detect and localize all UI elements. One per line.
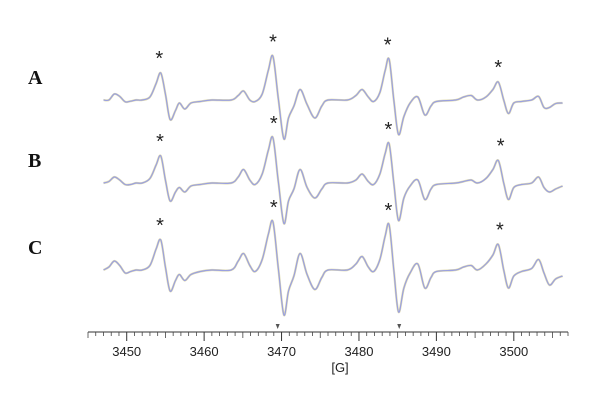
- tick-label-3470: 3470: [267, 344, 296, 359]
- peak-marker-a-2: *: [269, 32, 277, 54]
- peak-marker-c-4: *: [496, 220, 504, 242]
- tick-label-3450: 3450: [112, 344, 141, 359]
- peak-marker-c-1: *: [156, 215, 164, 237]
- x-axis-title: [G]: [331, 360, 348, 375]
- panel-label-c: C: [28, 237, 42, 259]
- axis-marker-1: [275, 324, 280, 329]
- spectrum-trace-shadow-c: [102, 219, 564, 317]
- spectrum-trace-shadow-b: [103, 135, 564, 225]
- peak-marker-a-1: *: [155, 48, 163, 70]
- tick-labels: 3450 3460 3470 3480 3490 3500: [112, 344, 528, 359]
- x-axis: 3450 3460 3470 3480 3490 3500 [G]: [87, 324, 569, 375]
- tick-label-3500: 3500: [499, 344, 528, 359]
- tick-label-3460: 3460: [190, 344, 219, 359]
- spectrum-panel-c: C * * * *: [28, 197, 564, 317]
- peak-marker-b-3: *: [384, 119, 392, 141]
- spectrum-panel-a: A * * * *: [28, 32, 563, 141]
- peak-marker-b-1: *: [156, 131, 164, 153]
- peak-marker-a-4: *: [494, 57, 502, 79]
- peak-marker-c-2: *: [270, 197, 278, 219]
- spectrum-trace-a: [103, 54, 563, 140]
- spectrum-panel-b: B * * * *: [28, 113, 564, 225]
- peak-marker-b-4: *: [497, 136, 505, 158]
- axis-markers: [275, 324, 402, 329]
- peak-marker-c-3: *: [384, 200, 392, 222]
- minor-ticks: [87, 332, 569, 338]
- spectrum-trace-c: [103, 219, 563, 316]
- spectra-layer: A * * * * B * * * * C * * * *: [28, 32, 564, 317]
- axis-marker-2: [397, 324, 402, 329]
- peak-marker-a-3: *: [384, 35, 392, 57]
- panel-label-b: B: [28, 150, 41, 172]
- major-ticks: [126, 332, 515, 341]
- tick-label-3490: 3490: [422, 344, 451, 359]
- tick-label-3480: 3480: [345, 344, 374, 359]
- panel-label-a: A: [28, 67, 43, 89]
- peak-marker-b-2: *: [270, 113, 278, 135]
- spectrum-trace-b: [103, 136, 563, 225]
